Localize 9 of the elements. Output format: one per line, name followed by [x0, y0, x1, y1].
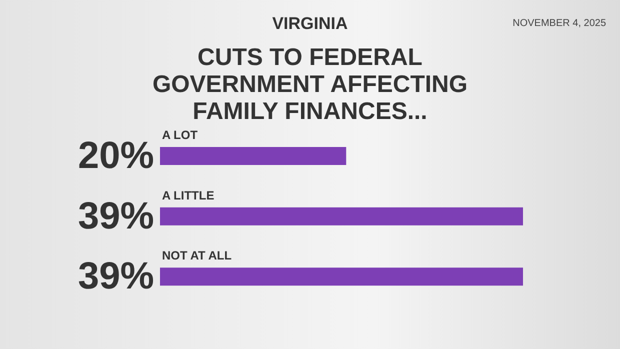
chart-subtitle: VIRGINIA	[272, 14, 348, 33]
y-tick-label: NOT AT ALL	[162, 248, 232, 263]
data-label: 20%	[78, 135, 154, 177]
data-label: 39%	[78, 195, 154, 238]
data-label: 39%	[78, 256, 154, 298]
y-tick-label: A LITTLE	[162, 188, 214, 202]
text: NOVEMBER 4, 2025	[512, 18, 606, 29]
y-tick-label: A LOT	[162, 128, 198, 142]
chart-title: CUTS TO FEDERAL GOVERNMENT AFFECTING FAMILY FINANCES...	[151, 44, 469, 125]
